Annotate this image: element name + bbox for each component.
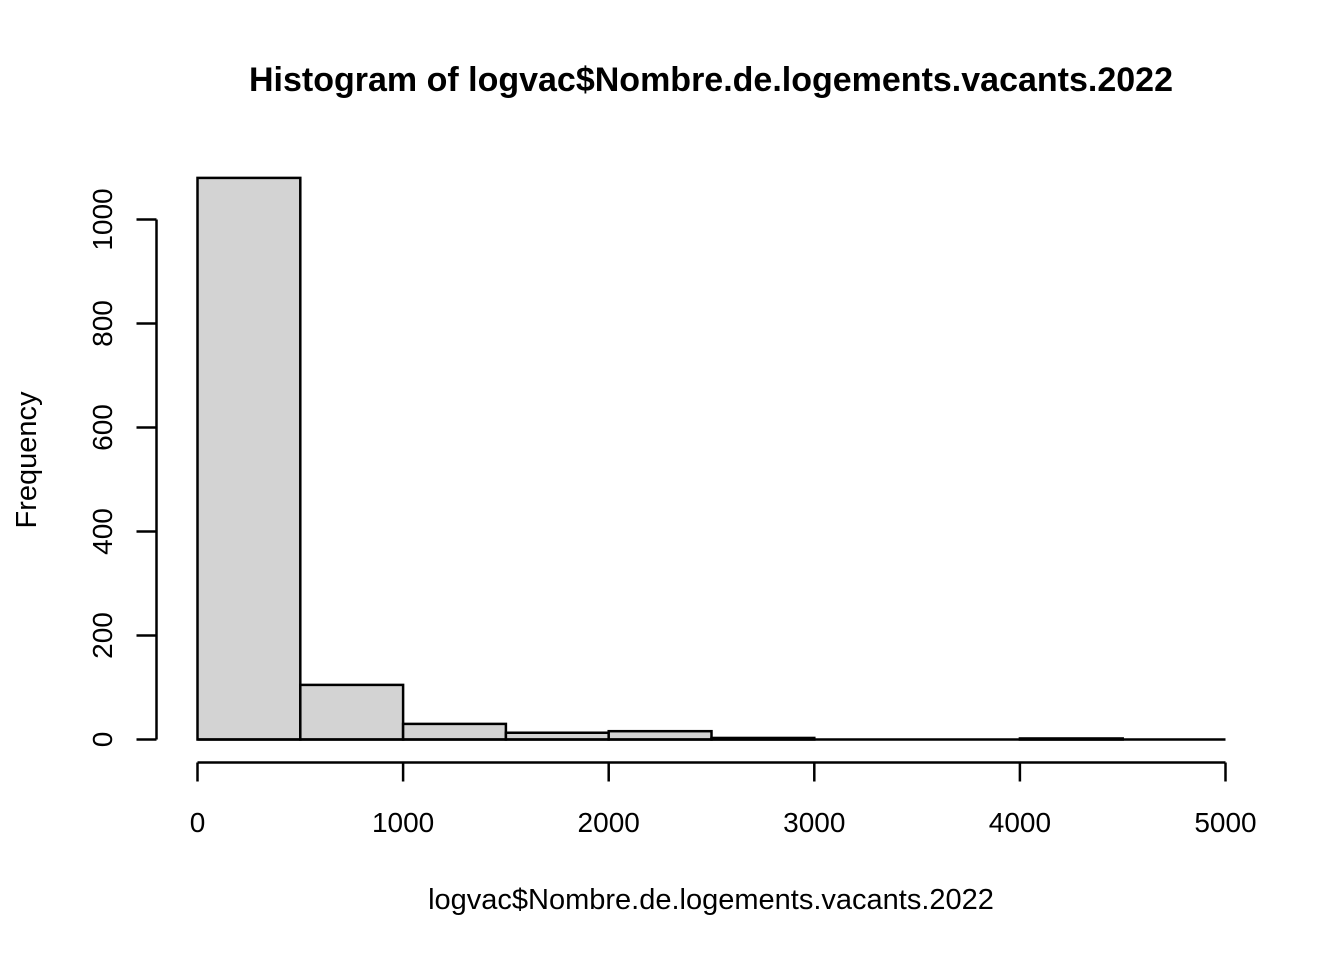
chart-title: Histogram of logvac$Nombre.de.logements.…: [249, 61, 1173, 99]
histogram-bar: [299, 683, 405, 741]
y-tick-label: 0: [87, 732, 118, 748]
y-tick-label: 800: [87, 300, 118, 347]
y-tick-label: 200: [87, 612, 118, 659]
x-tick-label: 0: [190, 807, 206, 838]
x-tick-label: 2000: [578, 807, 640, 838]
y-tick-label: 1000: [87, 188, 118, 250]
x-tick-label: 5000: [1194, 807, 1256, 838]
x-tick-label: 1000: [372, 807, 434, 838]
x-tick-label: 3000: [783, 807, 845, 838]
y-tick-label: 400: [87, 508, 118, 555]
x-axis-label: logvac$Nombre.de.logements.vacants.2022: [428, 884, 994, 916]
x-tick-label: 4000: [989, 807, 1051, 838]
histogram-bar: [401, 722, 508, 741]
histogram-bar: [196, 176, 302, 741]
y-tick-label: 600: [87, 404, 118, 451]
